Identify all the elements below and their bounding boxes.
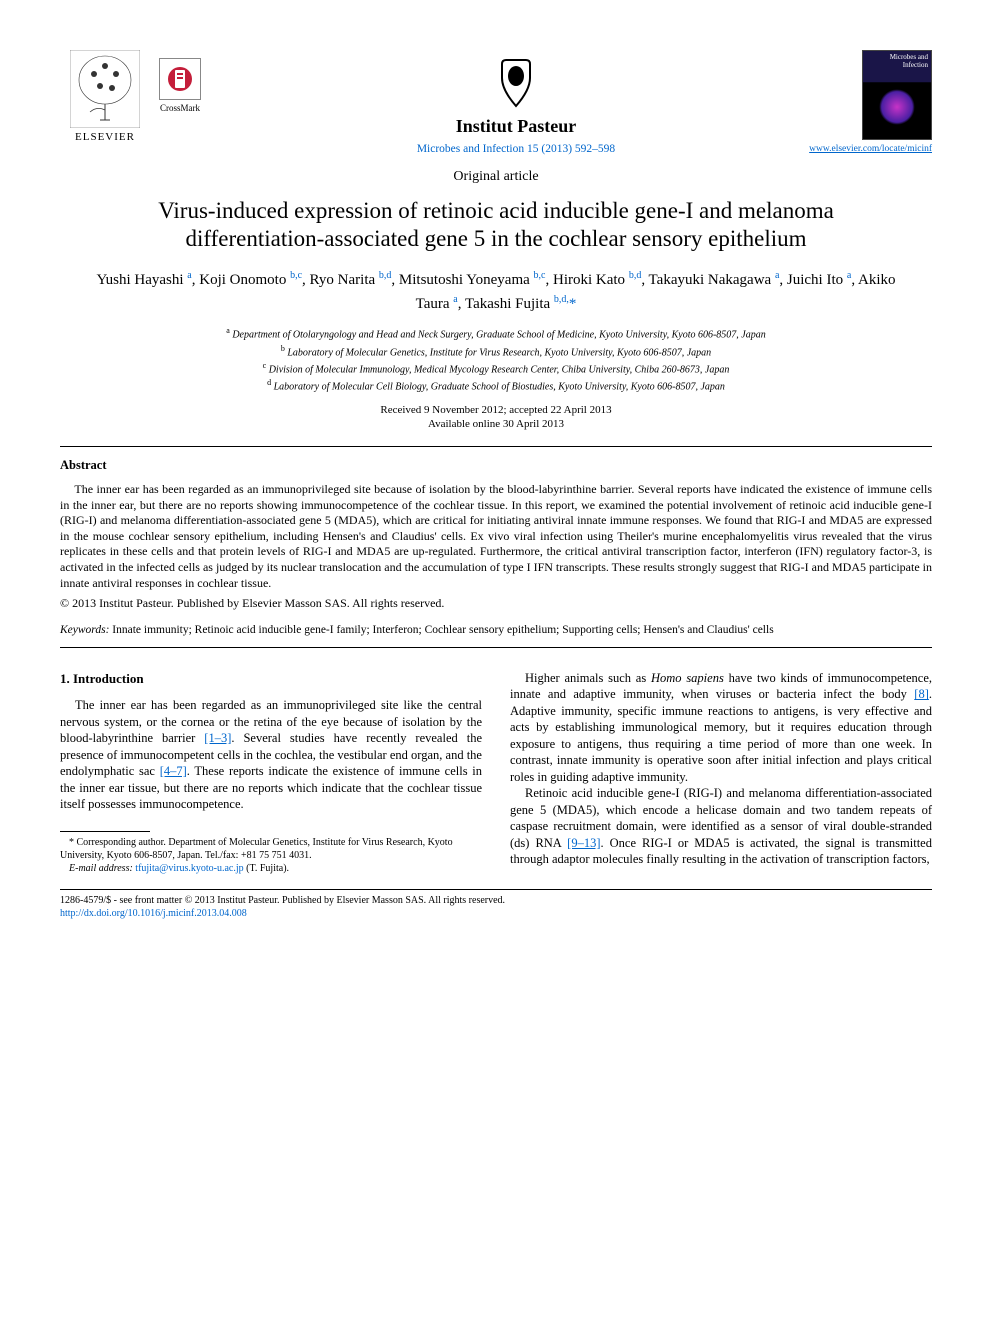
- rule-above-abstract: [60, 446, 932, 447]
- ref-link-1-3[interactable]: [1–3]: [204, 731, 231, 745]
- elsevier-tree-icon: [70, 50, 140, 128]
- affil-b: Laboratory of Molecular Genetics, Instit…: [287, 347, 711, 358]
- journal-homepage-link[interactable]: www.elsevier.com/locate/micinf: [809, 143, 932, 156]
- crossmark-icon: [166, 65, 194, 93]
- ref-link-8[interactable]: [8]: [914, 687, 929, 701]
- abstract-body: The inner ear has been regarded as an im…: [60, 482, 932, 591]
- affil-d: Laboratory of Molecular Cell Biology, Gr…: [274, 382, 725, 393]
- cover-art-icon: [879, 89, 915, 125]
- footnote-corr: * Corresponding author. Department of Mo…: [60, 836, 482, 862]
- keywords-line: Keywords: Innate immunity; Retinoic acid…: [60, 623, 932, 639]
- header: ELSEVIER CrossMark Institut Pasteur Micr…: [60, 50, 932, 158]
- section-heading-intro: 1. Introduction: [60, 670, 482, 687]
- date-received: Received 9 November 2012; accepted 22 Ap…: [60, 403, 932, 418]
- ref-link-9-13[interactable]: [9–13]: [567, 836, 600, 850]
- footer-doi-link[interactable]: http://dx.doi.org/10.1016/j.micinf.2013.…: [60, 908, 247, 919]
- crossmark-label: CrossMark: [160, 102, 200, 114]
- footer-rule: [60, 889, 932, 890]
- intro-para-2: Higher animals such as Homo sapiens have…: [510, 670, 932, 786]
- abstract-copyright: © 2013 Institut Pasteur. Published by El…: [60, 595, 932, 611]
- footer-block: 1286-4579/$ - see front matter © 2013 In…: [60, 894, 932, 921]
- article-type: Original article: [60, 168, 932, 187]
- rule-below-keywords: [60, 647, 932, 648]
- body-columns: 1. Introduction The inner ear has been r…: [60, 670, 932, 875]
- homo-sapiens-ital: Homo sapiens: [651, 671, 724, 685]
- affil-c: Division of Molecular Immunology, Medica…: [269, 364, 730, 375]
- journal-masthead: Institut Pasteur Microbes and Infection …: [210, 50, 822, 158]
- ref-link-4-7[interactable]: [4–7]: [160, 764, 187, 778]
- intro-para-1: The inner ear has been regarded as an im…: [60, 697, 482, 813]
- journal-citation-link[interactable]: Microbes and Infection 15 (2013) 592–598: [417, 143, 615, 155]
- right-column: Higher animals such as Homo sapiens have…: [510, 670, 932, 875]
- date-online: Available online 30 April 2013: [60, 417, 932, 432]
- elsevier-label: ELSEVIER: [75, 130, 135, 145]
- left-column: 1. Introduction The inner ear has been r…: [60, 670, 482, 875]
- footnote-separator: [60, 831, 150, 832]
- pasteur-label: Institut Pasteur: [456, 114, 577, 138]
- cover-title: Microbes and Infection: [866, 54, 928, 69]
- affiliations: a Department of Otolaryngology and Head …: [60, 325, 932, 394]
- footnote-email-suffix: (T. Fujita).: [246, 863, 289, 874]
- abstract-heading: Abstract: [60, 457, 932, 474]
- author-list: Yushi Hayashi a, Koji Onomoto b,c, Ryo N…: [80, 268, 912, 315]
- affil-a: Department of Otolaryngology and Head an…: [232, 330, 765, 341]
- journal-cover-block: Microbes and Infection www.elsevier.com/…: [822, 50, 932, 156]
- crossmark-badge[interactable]: CrossMark: [150, 58, 210, 114]
- article-title: Virus-induced expression of retinoic aci…: [100, 197, 892, 255]
- keywords-label: Keywords:: [60, 624, 109, 636]
- pasteur-icon: [488, 56, 544, 112]
- abstract-text: The inner ear has been regarded as an im…: [60, 482, 932, 591]
- keywords-text: Innate immunity; Retinoic acid inducible…: [112, 624, 773, 636]
- intro-para-3: Retinoic acid inducible gene-I (RIG-I) a…: [510, 785, 932, 868]
- article-dates: Received 9 November 2012; accepted 22 Ap…: [60, 403, 932, 433]
- footnote-email-label: E-mail address:: [69, 863, 133, 874]
- footnote-email-link[interactable]: tfujita@virus.kyoto-u.ac.jp: [135, 863, 243, 874]
- journal-cover-thumb[interactable]: Microbes and Infection: [862, 50, 932, 140]
- corresponding-footnote: * Corresponding author. Department of Mo…: [60, 836, 482, 875]
- footer-frontmatter: 1286-4579/$ - see front matter © 2013 In…: [60, 894, 932, 908]
- elsevier-logo[interactable]: ELSEVIER: [60, 50, 150, 150]
